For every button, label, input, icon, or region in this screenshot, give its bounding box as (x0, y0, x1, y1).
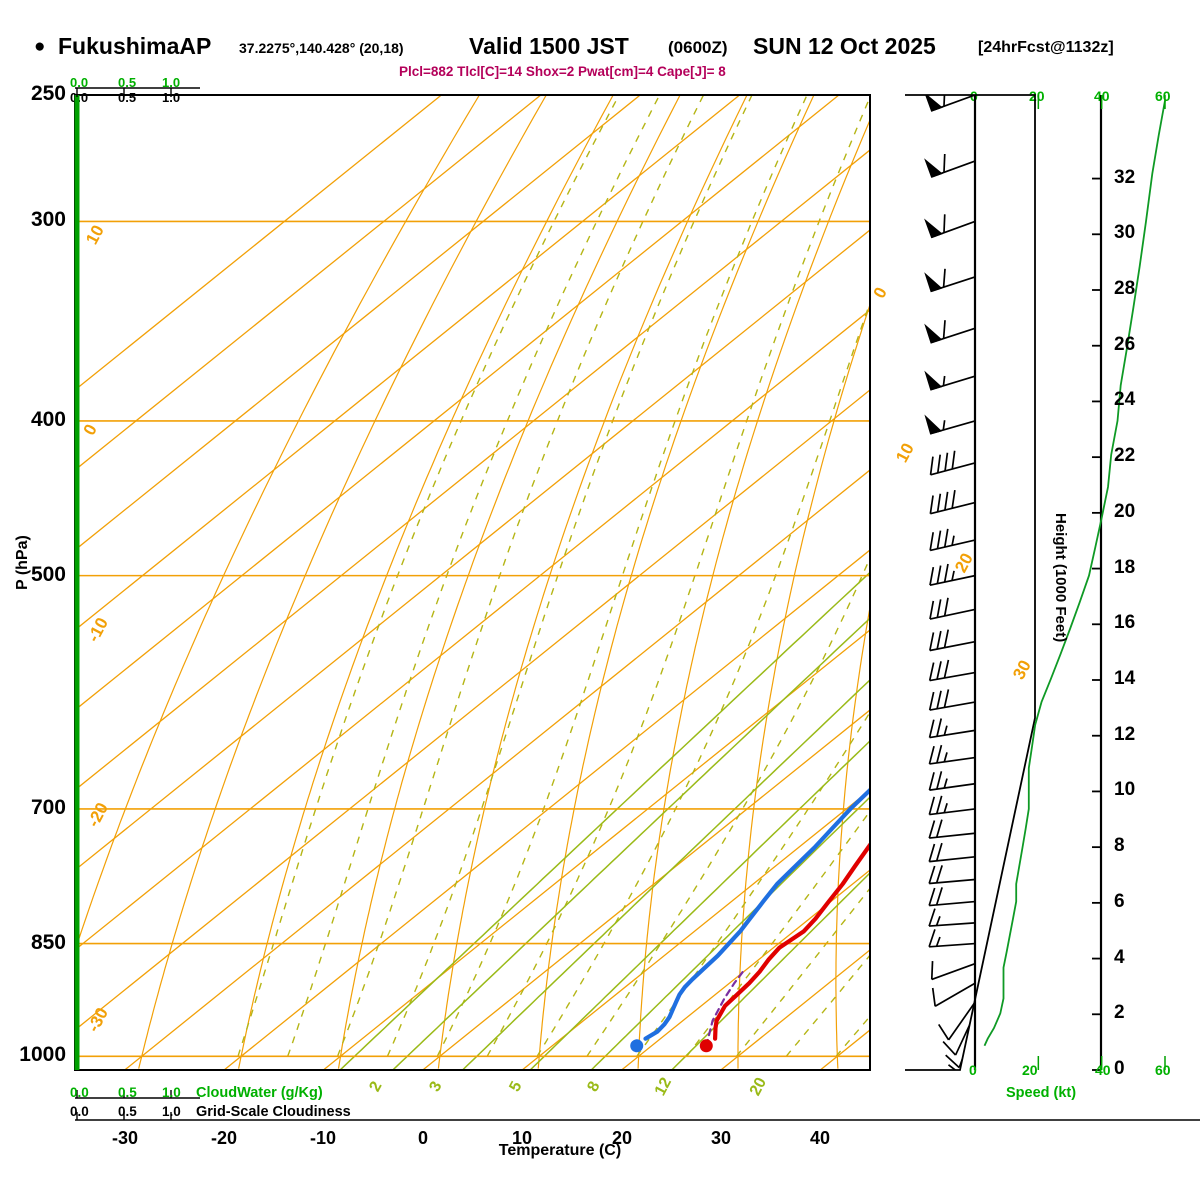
pressure-tick-700: 700 (30, 796, 66, 819)
height-tick-8: 8 (1114, 835, 1125, 856)
temperature-tick-10: 10 (511, 1128, 533, 1148)
moist-adiabat-lines (237, 95, 870, 1057)
pressure-tick-500: 500 (30, 563, 66, 586)
dry-adiabat-lines (75, 95, 870, 1069)
height-tick-22: 22 (1114, 445, 1136, 466)
plot-frame (74, 87, 1200, 1121)
temperature-axis-title: Temperature (C) (498, 1142, 622, 1159)
height-tick-4: 4 (1114, 947, 1125, 968)
cloudiness-tick-2: 1.0 (162, 1104, 181, 1119)
height-tick-10: 10 (1114, 779, 1136, 800)
top-speed-tick-3: 60 (1155, 88, 1171, 104)
temperature-tick-20: 20 (611, 1128, 633, 1148)
height-tick-2: 2 (1114, 1002, 1125, 1023)
temperature-tick-40: 40 (809, 1128, 831, 1148)
cloudiness-axis-title: Grid-Scale Cloudiness (196, 1104, 351, 1120)
height-tick-30: 30 (1114, 222, 1136, 243)
top-cloudwater-tick-1: 0.5 (118, 75, 137, 90)
temperature-tick--30: -30 (111, 1128, 138, 1148)
top-cloudiness-tick-1: 0.5 (118, 90, 137, 105)
cloudwater-tick-2: 1.0 (162, 1085, 181, 1100)
top-cloudiness-tick-2: 1.0 (162, 90, 181, 105)
speed-tick-1: 20 (1022, 1062, 1038, 1078)
height-axis-panel (974, 95, 1166, 1071)
mixing-ratio-lines (339, 571, 870, 1070)
temperature-tick--10: -10 (309, 1128, 336, 1148)
pressure-tick-300: 300 (30, 208, 66, 231)
top-speed-tick-1: 20 (1029, 88, 1045, 104)
cloudiness-tick-0: 0.0 (70, 1104, 89, 1119)
isotherm-lines (75, 95, 870, 1070)
temperature-tick--20: -20 (210, 1128, 237, 1148)
cloudiness-tick-1: 0.5 (118, 1104, 137, 1119)
stability-parameters: Plcl=882 Tlcl[C]=14 Shox=2 Pwat[cm]=4 Ca… (399, 64, 726, 79)
top-cloudwater-tick-0: 0.0 (70, 75, 89, 90)
pressure-tick-1000: 1000 (19, 1043, 66, 1066)
height-tick-14: 14 (1114, 668, 1136, 689)
pressure-tick-250: 250 (30, 82, 66, 105)
surface-markers (630, 1039, 713, 1053)
pressure-axis-title: P (hPa) (14, 535, 31, 590)
valid-date: SUN 12 Oct 2025 (753, 33, 936, 59)
height-tick-24: 24 (1114, 389, 1136, 410)
speed-tick-3: 60 (1155, 1062, 1171, 1078)
valid-time-label: Valid 1500 JST (469, 33, 629, 59)
forecast-tag: [24hrFcst@1132z] (978, 39, 1114, 56)
station-marker-icon: ● (34, 36, 46, 57)
height-tick-32: 32 (1114, 167, 1136, 188)
height-tick-6: 6 (1114, 891, 1125, 912)
temperature-tick-0: 0 (417, 1128, 428, 1148)
speed-axis-title: Speed (kt) (1006, 1085, 1077, 1101)
height-tick-28: 28 (1114, 278, 1136, 299)
speed-tick-0: 0 (969, 1062, 977, 1078)
pressure-tick-850: 850 (30, 931, 66, 954)
wind-barb-panel (905, 94, 1036, 1071)
top-cloudwater-tick-2: 1.0 (162, 75, 181, 90)
height-tick-16: 16 (1114, 612, 1136, 633)
height-tick-20: 20 (1114, 501, 1136, 522)
temperature-tick-30: 30 (710, 1128, 732, 1148)
sounding-traces (643, 787, 870, 1047)
cloudwater-tick-0: 0.0 (70, 1085, 89, 1100)
height-axis-title: Height (1000 Feet) (1052, 513, 1069, 643)
height-tick-0: 0 (1114, 1058, 1125, 1079)
station-coordinates: 37.2275°,140.428° (20,18) (239, 40, 404, 56)
pressure-tick-400: 400 (30, 408, 66, 431)
height-tick-12: 12 (1114, 724, 1136, 745)
cloudwater-tick-1: 0.5 (118, 1085, 137, 1100)
height-tick-18: 18 (1114, 557, 1136, 578)
station-name: FukushimaAP (58, 33, 212, 59)
cloudwater-axis-title: CloudWater (g/Kg) (196, 1085, 323, 1101)
speed-tick-2: 40 (1095, 1062, 1111, 1078)
height-tick-26: 26 (1114, 334, 1136, 355)
valid-time-utc: (0600Z) (668, 38, 728, 57)
